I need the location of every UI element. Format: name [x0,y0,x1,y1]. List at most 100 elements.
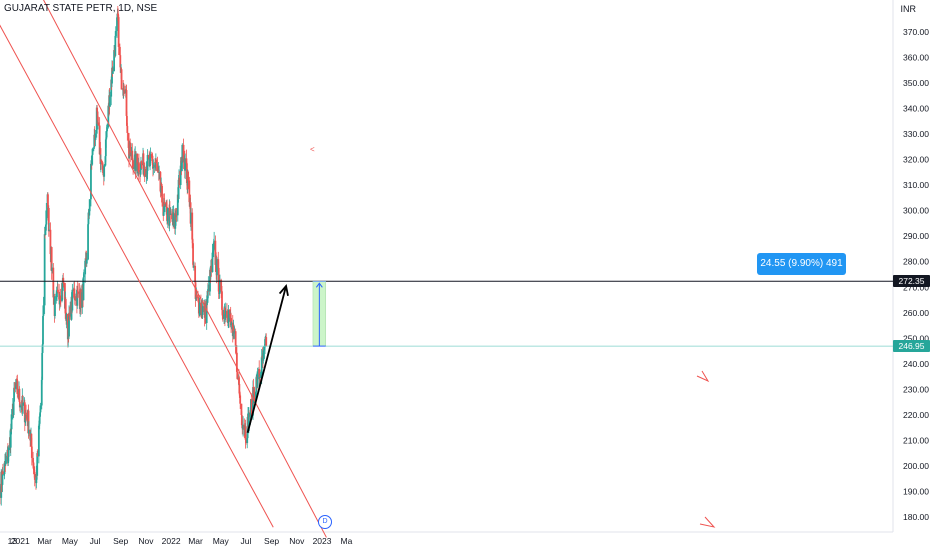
x-tick-label: Ma [341,536,353,546]
candle-body [258,368,261,380]
candle-body [48,229,51,232]
candle-body [23,402,26,423]
candle-body [64,282,66,309]
candle-body [253,391,256,395]
candle-body [140,161,143,164]
candle-body [265,337,268,347]
candle-body [22,402,25,406]
candle-body [132,160,135,170]
dividend-marker[interactable]: D [318,515,332,529]
candle-body [103,165,106,177]
candle-body [85,258,87,260]
candle-body [166,208,169,221]
candle-body [216,259,218,276]
chart-title: GUJARAT STATE PETR, 1D, NSE [4,3,158,14]
candle-body [125,90,128,116]
y-tick-label: 330.00 [903,129,929,139]
candle-body [24,418,27,423]
candle-body [77,291,80,293]
candle-body [190,212,192,224]
candle-body [233,326,235,334]
candle-body [96,111,99,124]
candle-body [250,399,253,416]
candle-body [240,415,243,426]
candle-body [36,453,39,476]
candle-body [39,412,41,417]
x-tick-label: Nov [289,536,305,546]
candle-body [122,88,125,91]
candle-body [18,388,21,402]
candle-body [235,352,238,372]
candle-body [41,344,44,354]
candle-body [177,179,180,199]
candle-body [140,163,143,166]
candle-body [149,156,151,167]
candle-body [71,289,74,311]
y-tick-label: 230.00 [903,384,929,394]
candle-body [264,344,266,347]
candle-body [111,67,114,74]
candle-body [99,148,102,164]
candle-body [12,401,15,416]
candle-body [123,91,126,94]
candle-body [168,207,171,226]
candle-body [155,159,158,164]
candle-body [239,395,242,404]
candle-body [3,462,6,475]
candle-body [224,314,227,318]
candle-body [143,168,146,177]
candle-body [262,350,265,361]
candle-body [76,289,79,292]
channel-lower-line [0,24,274,528]
candle-body [73,288,76,299]
candle-body [126,125,129,133]
candle-body [138,162,140,173]
candle-body [169,207,171,211]
x-tick-label: Nov [138,536,154,546]
candle-body [145,176,147,177]
candle-body [213,240,216,243]
candle-body [88,211,91,216]
candle-body [38,416,41,424]
candle-body [259,374,261,378]
candle-body [127,132,130,148]
y-tick-label: 340.00 [903,104,929,114]
candle-body [179,165,182,186]
candle-body [149,154,152,157]
candle-body [91,148,94,155]
candle-body [187,171,189,181]
candle-body [220,279,223,291]
candle-body [109,96,111,107]
candle-body [111,71,114,74]
candle-body [140,161,142,170]
candle-body [217,267,220,292]
candle-body [64,298,67,319]
x-tick-label: 2022 [162,536,181,546]
candle-body [194,282,197,299]
candle-body [51,267,53,272]
candle-body [41,353,44,380]
candle-body [97,122,100,126]
candle-body [212,249,215,252]
candle-body [136,153,139,165]
candle-body [219,279,221,293]
candle-body [247,412,250,432]
candle-body [39,405,42,413]
candle-body [128,154,131,159]
candle-body [131,150,134,161]
candle-body [158,171,161,173]
channel-mid-arrowhead [696,370,710,383]
projection-arrow-head [278,283,289,296]
candle-body [232,332,235,337]
candle-body [7,447,10,457]
candle-body [238,383,241,394]
candle-body [163,201,166,207]
candle-body [78,291,81,298]
candle-body [169,210,172,215]
candle-body [191,239,194,244]
measure-label[interactable]: 24.55 (9.90%) 491 [757,253,846,275]
candle-body [16,378,18,381]
candle-body [33,470,36,473]
candle-body [218,292,221,294]
